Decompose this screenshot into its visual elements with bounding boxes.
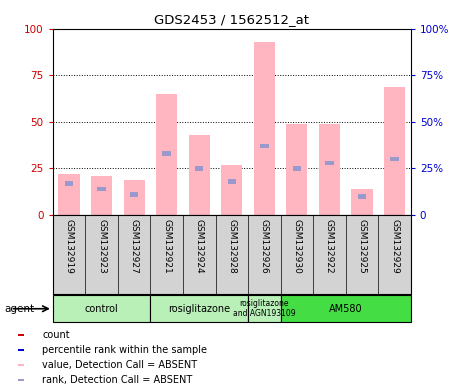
Bar: [65, 181, 73, 186]
Text: GSM132925: GSM132925: [358, 219, 366, 274]
Text: control: control: [85, 304, 118, 314]
Bar: [18, 379, 24, 381]
Bar: [123, 180, 145, 215]
Bar: [221, 165, 242, 215]
Text: GSM132930: GSM132930: [292, 219, 302, 274]
Bar: [286, 124, 308, 215]
Text: agent: agent: [5, 304, 35, 314]
Bar: [390, 157, 399, 162]
Text: GSM132924: GSM132924: [195, 219, 204, 274]
Bar: [352, 189, 373, 215]
Text: GSM132929: GSM132929: [390, 219, 399, 274]
Text: GSM132921: GSM132921: [162, 219, 171, 274]
Bar: [130, 192, 138, 197]
Text: rank, Detection Call = ABSENT: rank, Detection Call = ABSENT: [42, 375, 192, 384]
Text: GSM132926: GSM132926: [260, 219, 269, 274]
Text: GSM132923: GSM132923: [97, 219, 106, 274]
Bar: [325, 161, 334, 165]
FancyBboxPatch shape: [151, 295, 248, 322]
Bar: [18, 349, 24, 351]
Text: GSM132922: GSM132922: [325, 219, 334, 274]
Text: GSM132928: GSM132928: [227, 219, 236, 274]
Bar: [293, 166, 301, 171]
Bar: [97, 187, 106, 191]
Text: percentile rank within the sample: percentile rank within the sample: [42, 345, 207, 355]
Bar: [162, 151, 171, 156]
Text: AM580: AM580: [329, 304, 363, 314]
Bar: [91, 176, 112, 215]
Text: rosiglitazone
and AGN193109: rosiglitazone and AGN193109: [233, 299, 296, 318]
Bar: [319, 124, 340, 215]
FancyBboxPatch shape: [53, 295, 151, 322]
Bar: [384, 86, 405, 215]
Text: count: count: [42, 330, 70, 340]
Text: value, Detection Call = ABSENT: value, Detection Call = ABSENT: [42, 360, 197, 370]
Text: rosiglitazone: rosiglitazone: [168, 304, 230, 314]
Bar: [18, 334, 24, 336]
Text: GSM132927: GSM132927: [129, 219, 139, 274]
Bar: [228, 179, 236, 184]
Bar: [254, 42, 275, 215]
Bar: [18, 364, 24, 366]
Bar: [260, 144, 269, 149]
FancyBboxPatch shape: [280, 295, 411, 322]
Title: GDS2453 / 1562512_at: GDS2453 / 1562512_at: [154, 13, 309, 26]
Bar: [156, 94, 177, 215]
FancyBboxPatch shape: [248, 295, 280, 322]
Bar: [189, 135, 210, 215]
Text: GSM132919: GSM132919: [65, 219, 73, 274]
Bar: [358, 194, 366, 199]
Bar: [195, 166, 203, 171]
Bar: [58, 174, 80, 215]
